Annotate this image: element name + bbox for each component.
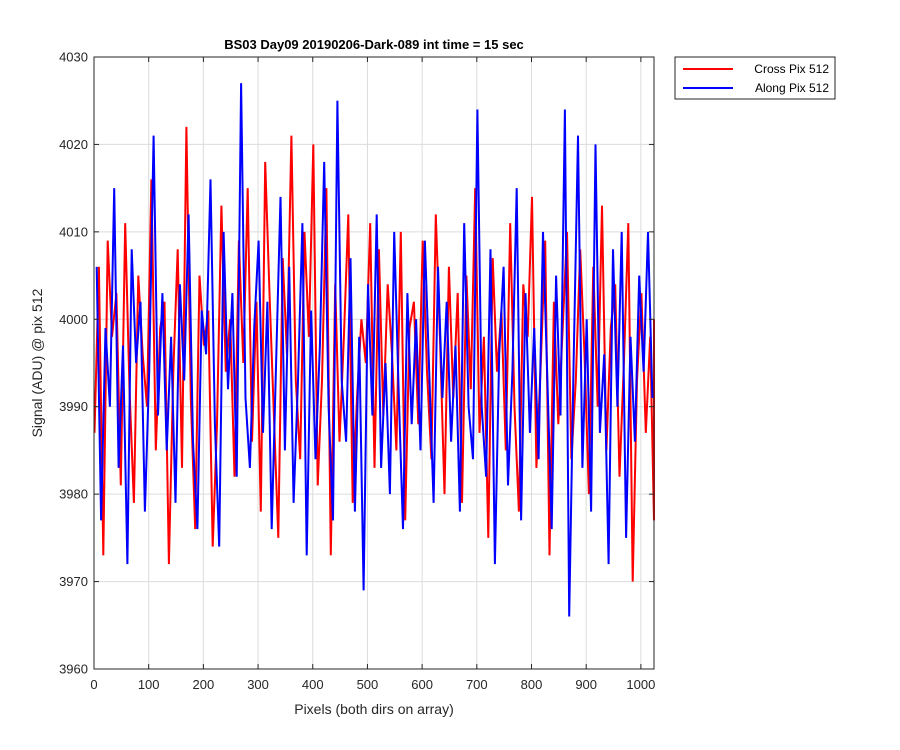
y-tick-label: 3990 [59, 399, 88, 414]
x-tick-label: 900 [575, 677, 597, 692]
y-tick-label: 3960 [59, 662, 88, 677]
x-axis-label: Pixels (both dirs on array) [294, 701, 454, 717]
y-tick-label: 3970 [59, 574, 88, 589]
plot-border [93, 56, 655, 670]
x-tick-label: 1000 [626, 677, 655, 692]
y-tick-label: 4030 [59, 50, 88, 65]
y-tick-label: 4020 [59, 137, 88, 152]
y-tick-label: 3980 [59, 487, 88, 502]
legend: Cross Pix 512 Along Pix 512 [674, 56, 836, 100]
x-tick-label: 300 [247, 677, 269, 692]
x-tick-label: 800 [521, 677, 543, 692]
legend-label-along: Along Pix 512 [755, 81, 829, 95]
y-tick-label: 4010 [59, 224, 88, 239]
series-layer [93, 83, 655, 617]
x-tick-label: 0 [90, 677, 97, 692]
x-tick-label: 100 [138, 677, 160, 692]
x-tick-label: 500 [357, 677, 379, 692]
axes-ticks: 0 100 200 300 400 500 600 700 800 900 1000 3960 3970… [59, 50, 655, 693]
x-tick-label: 600 [411, 677, 433, 692]
x-tick-label: 700 [466, 677, 488, 692]
y-axis-label: Signal (ADU) @ pix 512 [29, 288, 45, 437]
series-line-along-pix [95, 83, 654, 617]
chart-title: BS03 Day09 20190206-Dark-089 int time = … [224, 37, 524, 52]
y-tick-label: 4000 [59, 312, 88, 327]
legend-box [674, 56, 836, 100]
grid [94, 57, 654, 669]
legend-label-cross: Cross Pix 512 [754, 62, 829, 76]
x-tick-label: 400 [302, 677, 324, 692]
x-tick-label: 200 [193, 677, 215, 692]
